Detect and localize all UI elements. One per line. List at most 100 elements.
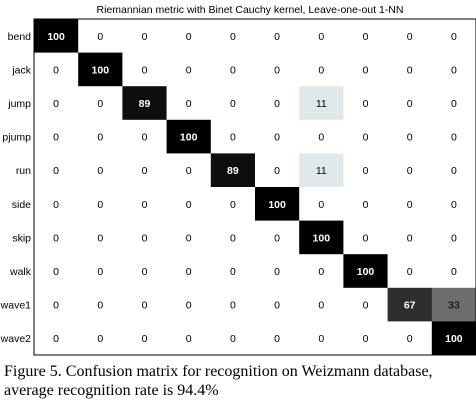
cell-value-label: 0	[451, 232, 457, 244]
cell-value-label: 0	[363, 98, 369, 110]
heatmap-cell	[166, 119, 212, 154]
heatmap-cell	[122, 86, 167, 121]
row-label: wave1	[0, 300, 31, 312]
cell-value-label: 100	[47, 31, 65, 43]
heatmap-cell	[343, 19, 388, 53]
row-label: walk	[9, 266, 32, 278]
heatmap-cell	[343, 187, 388, 221]
heatmap-cell	[431, 153, 476, 188]
heatmap-cell	[299, 86, 344, 121]
plot-frame	[33, 18, 476, 356]
cell-value-label: 0	[142, 165, 148, 177]
row-labels: bend jack jump pjump run side skip walk wave1 wav…	[0, 31, 32, 345]
heatmap-cell	[299, 187, 344, 221]
cell-value-label: 0	[230, 31, 236, 43]
heatmap-cell	[34, 254, 79, 289]
cell-value-labels: 100 0 0 0 0 0 0 0 0 0 0 100 0 0 0 0 0 0 0 0 0 0 89 0 0 0 11 0 0 0 0 0 0 1…	[47, 31, 462, 345]
heatmap-cell	[166, 254, 212, 289]
row-label: pjump	[2, 132, 31, 144]
cell-value-label: 0	[97, 232, 103, 244]
cell-value-label: 0	[274, 165, 280, 177]
heatmap-cell	[210, 153, 256, 188]
heatmap-cell	[255, 321, 300, 356]
heatmap-cell	[34, 153, 79, 188]
heatmap-cell	[210, 119, 256, 154]
heatmap-cell	[387, 153, 433, 188]
cell-value-label: 0	[230, 266, 236, 278]
heatmap-cell	[387, 287, 433, 322]
heatmap-cell	[299, 287, 344, 322]
heatmap-cell	[122, 254, 167, 289]
heatmap-cell	[387, 321, 433, 356]
cell-value-label: 0	[97, 199, 103, 211]
cell-value-label: 0	[186, 232, 192, 244]
cell-value-label: 0	[186, 165, 192, 177]
cell-value-label: 0	[230, 333, 236, 345]
heatmap-cell	[255, 86, 300, 121]
cell-value-label: 0	[186, 31, 192, 43]
cell-value-label: 11	[316, 98, 327, 110]
cell-value-label: 0	[142, 31, 148, 43]
cell-value-label: 0	[451, 64, 457, 76]
heatmap-cell	[34, 86, 79, 121]
cell-value-label: 0	[407, 199, 413, 211]
heatmap-cell	[122, 220, 167, 255]
heatmap-cell	[431, 254, 476, 289]
cell-value-label: 100	[313, 232, 331, 244]
heatmap-cell	[431, 220, 476, 255]
caption-line-1: Figure 5. Confusion matrix for recogniti…	[4, 363, 433, 380]
heatmap-cell	[78, 287, 123, 322]
heatmap-cell	[387, 86, 433, 121]
cell-value-label: 0	[407, 31, 413, 43]
heatmap-cell	[387, 52, 433, 87]
cell-value-label: 67	[404, 300, 416, 312]
cell-value-label: 0	[274, 232, 280, 244]
cell-value-label: 0	[186, 64, 192, 76]
heatmap-cell	[166, 321, 212, 356]
row-label: skip	[12, 232, 31, 244]
heatmap-cell	[343, 153, 388, 188]
heatmap-cell	[34, 287, 79, 322]
cell-value-label: 0	[407, 266, 413, 278]
caption-line-2: average recognition rate is 94.4%	[4, 382, 219, 399]
heatmap-cell	[299, 321, 344, 356]
cell-value-label: 0	[230, 98, 236, 110]
heatmap-cell	[431, 52, 476, 87]
heatmap-cell	[166, 19, 212, 53]
heatmap-cell	[78, 321, 123, 356]
heatmap-cell	[255, 254, 300, 289]
heatmap-cell	[431, 19, 476, 53]
heatmap-cell	[431, 287, 476, 322]
cell-value-label: 0	[451, 199, 457, 211]
cell-value-label: 0	[274, 132, 280, 144]
heatmap-cell	[299, 254, 344, 289]
row-label: run	[16, 165, 31, 177]
cell-value-label: 0	[363, 64, 369, 76]
heatmap-cell	[387, 220, 433, 255]
cell-value-label: 0	[318, 31, 324, 43]
cell-value-label: 0	[318, 132, 324, 144]
heatmap-cell	[210, 86, 256, 121]
heatmap-cell	[122, 52, 167, 87]
cell-value-label: 0	[142, 300, 148, 312]
heatmap-cell	[78, 86, 123, 121]
cell-value-label: 0	[142, 64, 148, 76]
heatmap-cell	[343, 52, 388, 87]
cell-value-label: 0	[274, 31, 280, 43]
cell-value-label: 0	[53, 266, 59, 278]
heatmap-cell	[299, 220, 344, 255]
cell-value-label: 0	[451, 98, 457, 110]
cell-value-label: 89	[227, 165, 239, 177]
heatmap-cell	[343, 220, 388, 255]
cell-value-label: 33	[448, 300, 460, 312]
cell-value-label: 0	[451, 266, 457, 278]
heatmap-cell	[34, 119, 79, 154]
cell-value-label: 0	[142, 232, 148, 244]
cell-value-label: 100	[180, 132, 198, 144]
heatmap-cell	[78, 153, 123, 188]
heatmap-cell	[255, 287, 300, 322]
cell-value-label: 0	[363, 300, 369, 312]
cell-value-label: 0	[186, 333, 192, 345]
heatmap-cell	[166, 220, 212, 255]
cell-value-label: 0	[97, 333, 103, 345]
